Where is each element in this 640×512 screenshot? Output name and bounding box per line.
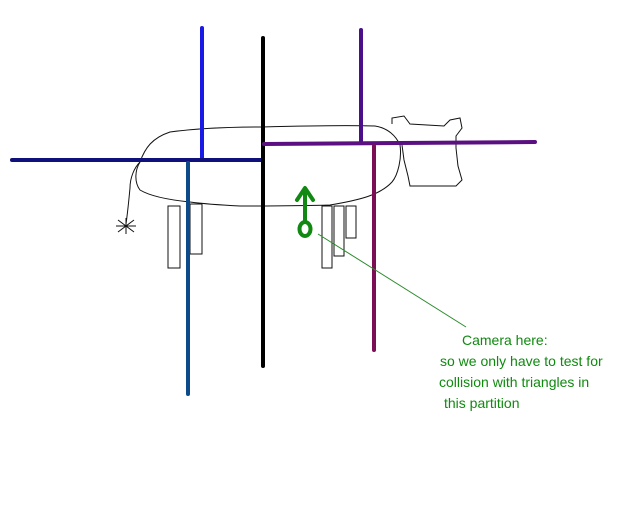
cow-tail bbox=[125, 161, 141, 225]
annotation-line-2: so we only have to test for bbox=[440, 353, 603, 369]
annotation-line-3: collision with triangles in bbox=[439, 374, 590, 390]
partition-lines bbox=[10, 26, 537, 396]
camera-icon bbox=[295, 186, 315, 238]
cow-body bbox=[135, 125, 401, 207]
annotation-line-1: Camera here: bbox=[462, 332, 548, 348]
annotation-pointer-line bbox=[317, 233, 467, 328]
annotation-line-4: this partition bbox=[444, 395, 520, 411]
cow-leg bbox=[167, 205, 181, 269]
cow-tail-tuft bbox=[116, 218, 136, 234]
cow-head bbox=[391, 115, 463, 187]
cow-sketch bbox=[116, 115, 463, 269]
cow-leg bbox=[189, 203, 203, 255]
cow-leg bbox=[345, 205, 357, 239]
cow-leg bbox=[333, 205, 345, 257]
partition-line-purple bbox=[262, 140, 537, 146]
